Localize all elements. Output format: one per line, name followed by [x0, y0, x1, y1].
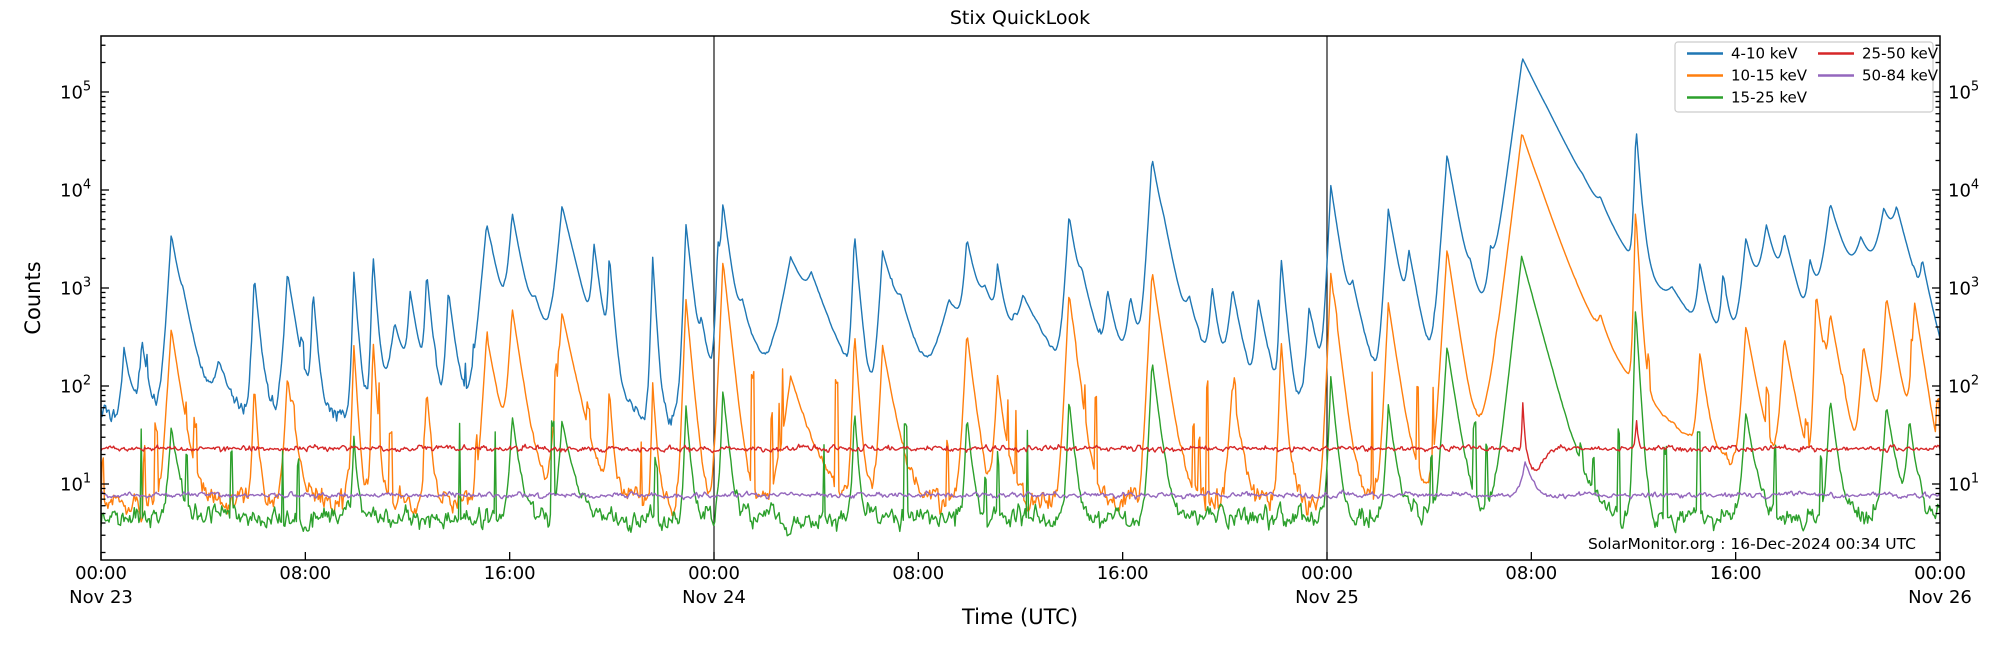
legend-item-10-15-kev: 10-15 keV [1687, 67, 1808, 85]
series-line-25-50-kev [101, 402, 1940, 472]
x-tick-label: 00:00 [688, 563, 740, 584]
x-tick-label: 08:00 [1505, 563, 1557, 584]
x-tick-label: 08:00 [892, 563, 944, 584]
x-tick-label: 16:00 [484, 563, 536, 584]
x-date-label: Nov 26 [1908, 587, 1972, 608]
y-tick-label: 105 [60, 80, 91, 104]
x-axis-label: Time (UTC) [961, 605, 1078, 629]
legend-box [1674, 41, 1934, 113]
x-tick-label: 00:00 [75, 563, 127, 584]
x-date-label: Nov 25 [1295, 587, 1359, 608]
y-tick-label: 103 [60, 276, 91, 300]
legend-item-50-84-kev: 50-84 keV [1818, 67, 1939, 85]
series-line-4-10-kev [101, 58, 1940, 426]
y-tick-label: 104 [1948, 178, 1979, 202]
x-tick-label: 16:00 [1097, 563, 1149, 584]
y-tick-label: 102 [60, 374, 91, 398]
legend-item-25-50-kev: 25-50 keV [1818, 45, 1939, 63]
legend-label: 25-50 keV [1862, 45, 1939, 63]
legend-label: 15-25 keV [1731, 89, 1808, 107]
series-lines [101, 58, 1940, 537]
legend: 4-10 keV 10-15 keV 15-25 keV 25-50 keV 50-84… [1674, 41, 1939, 113]
legend-item-4-10-kev: 4-10 keV [1687, 45, 1798, 63]
series-line-10-15-kev [101, 134, 1940, 523]
x-tick-label: 08:00 [279, 563, 331, 584]
y-tick-label: 103 [1948, 276, 1979, 300]
y-tick-label: 104 [60, 178, 91, 202]
legend-label: 10-15 keV [1731, 67, 1808, 85]
legend-label: 4-10 keV [1731, 45, 1798, 63]
watermark: SolarMonitor.org : 16-Dec-2024 00:34 UTC [1588, 535, 1916, 553]
legend-label: 50-84 keV [1862, 67, 1939, 85]
y-tick-label: 102 [1948, 374, 1979, 398]
x-tick-label: 16:00 [1710, 563, 1762, 584]
axis-ticks [100, 44, 1941, 560]
y-tick-label: 101 [1948, 472, 1979, 496]
axis-tick-labels: 00:00 Nov 23 08:00 16:00 00:00 Nov 24 08:00 16:… [60, 80, 1979, 609]
x-date-label: Nov 24 [682, 587, 746, 608]
y-tick-label: 101 [60, 472, 91, 496]
series-line-15-25-kev [101, 255, 1940, 537]
y-tick-label: 105 [1948, 80, 1979, 104]
x-tick-label: 00:00 [1301, 563, 1353, 584]
y-axis-label: Counts [21, 261, 45, 334]
x-date-label: Nov 23 [69, 587, 133, 608]
series-line-50-84-kev [101, 461, 1940, 501]
x-tick-label: 00:00 [1914, 563, 1966, 584]
chart-title: Stix QuickLook [950, 7, 1090, 29]
legend-item-15-25-kev: 15-25 keV [1687, 89, 1808, 107]
